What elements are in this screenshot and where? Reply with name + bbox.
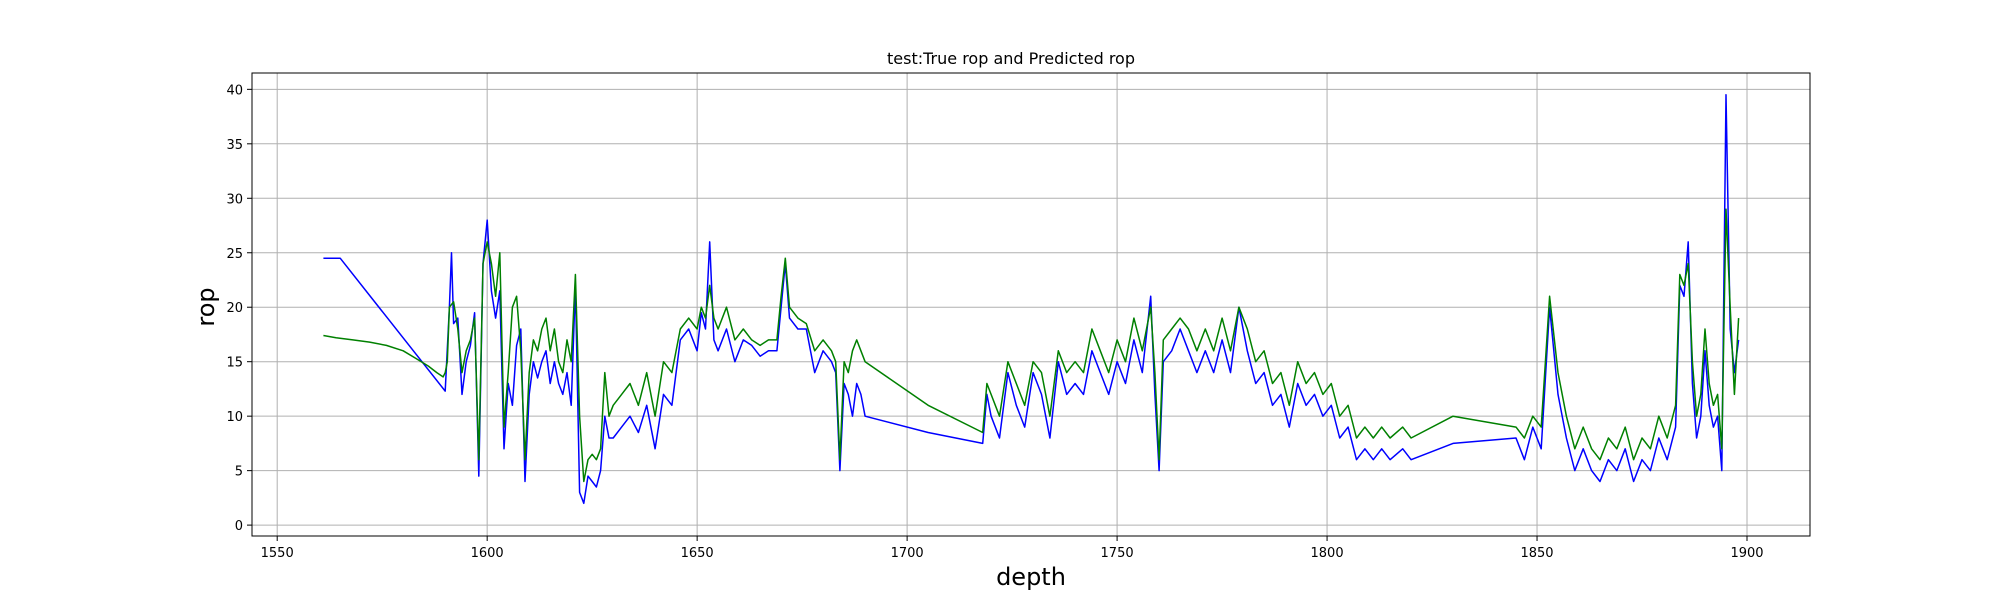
y-axis: 0 5 10 15 20 25 30 35 40 xyxy=(226,83,252,534)
y-axis-title: rop xyxy=(192,287,220,326)
series-line-2 xyxy=(323,208,1740,483)
x-tick-label: 1800 xyxy=(1311,546,1344,561)
y-tick-label: 30 xyxy=(226,192,243,207)
y-tick-label: 15 xyxy=(226,356,243,371)
y-tick-label: 25 xyxy=(226,247,243,262)
x-tick-label: 1900 xyxy=(1730,546,1763,561)
x-tick-label: 1550 xyxy=(261,546,294,561)
y-tick-label: 20 xyxy=(226,301,243,316)
series-line-1 xyxy=(323,94,1740,505)
y-tick-label: 40 xyxy=(226,83,243,98)
x-tick-label: 1750 xyxy=(1101,546,1134,561)
x-tick-label: 1850 xyxy=(1520,546,1553,561)
y-tick-label: 35 xyxy=(226,138,243,153)
x-tick-label: 1700 xyxy=(891,546,924,561)
y-tick-label: 0 xyxy=(235,519,243,534)
y-tick-label: 10 xyxy=(226,410,243,425)
chart-title: test:True rop and Predicted rop xyxy=(887,49,1135,68)
x-tick-label: 1600 xyxy=(471,546,504,561)
x-tick-label: 1650 xyxy=(681,546,714,561)
x-axis-title: depth xyxy=(996,563,1066,591)
y-tick-label: 5 xyxy=(235,465,243,480)
series-group xyxy=(323,94,1740,505)
x-axis: 1550 1600 1650 1700 1750 1800 1850 1900 xyxy=(261,536,1764,561)
plot-frame xyxy=(251,72,1811,537)
